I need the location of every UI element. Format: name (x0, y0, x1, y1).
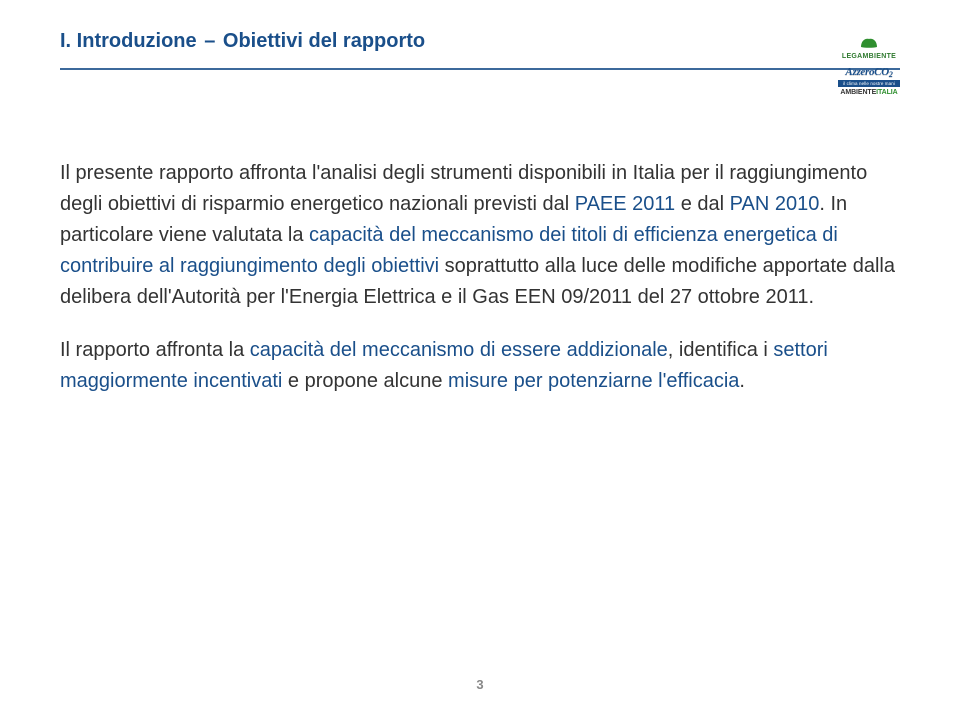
body-text: Il presente rapporto affronta l'analisi … (60, 158, 900, 397)
azzero-label: AzzeroCO2 (845, 66, 892, 78)
p1-hl1: PAEE 2011 (575, 193, 675, 215)
p1-b: e dal (675, 193, 729, 215)
paragraph-1: Il presente rapporto affronta l'analisi … (60, 158, 900, 313)
title-underline (60, 68, 900, 70)
p2-b: , identifica i (668, 339, 774, 361)
azzero-sub: 2 (889, 70, 893, 79)
legambiente-label: LEGAMBIENTE (842, 53, 896, 60)
paragraph-2: Il rapporto affronta la capacità del mec… (60, 335, 900, 397)
logo-legambiente: LEGAMBIENTE (842, 34, 896, 60)
p2-d: . (739, 370, 745, 392)
p1-hl2: PAN 2010 (730, 193, 820, 215)
p2-hl3: misure per potenziarne l'efficacia (448, 370, 739, 392)
azzero-text: AzzeroCO (845, 66, 888, 78)
header: I. Introduzione – Obiettivi del rapporto… (60, 28, 900, 80)
title-prefix: I. Introduzione (60, 30, 197, 52)
title-dash: – (202, 30, 217, 52)
p2-hl1: capacità del meccanismo di essere addizi… (250, 339, 668, 361)
page-title: I. Introduzione – Obiettivi del rapporto (60, 28, 900, 53)
p2-a: Il rapporto affronta la (60, 339, 250, 361)
logo-ambienteitalia: AMBIENTEITALIA (840, 89, 897, 96)
title-suffix: Obiettivi del rapporto (223, 30, 425, 52)
logo-stack: LEGAMBIENTE AzzeroCO2 il clima nelle nos… (838, 34, 900, 96)
ambiente-b: ITALIA (876, 89, 897, 96)
page-number: 3 (0, 677, 960, 692)
swan-icon (859, 34, 879, 53)
p2-c: e propone alcune (282, 370, 448, 392)
logo-azzero: AzzeroCO2 il clima nelle nostre mani (838, 62, 900, 87)
azzero-tagline: il clima nelle nostre mani (838, 80, 900, 87)
slide-page: I. Introduzione – Obiettivi del rapporto… (0, 0, 960, 718)
ambiente-a: AMBIENTE (840, 89, 876, 96)
